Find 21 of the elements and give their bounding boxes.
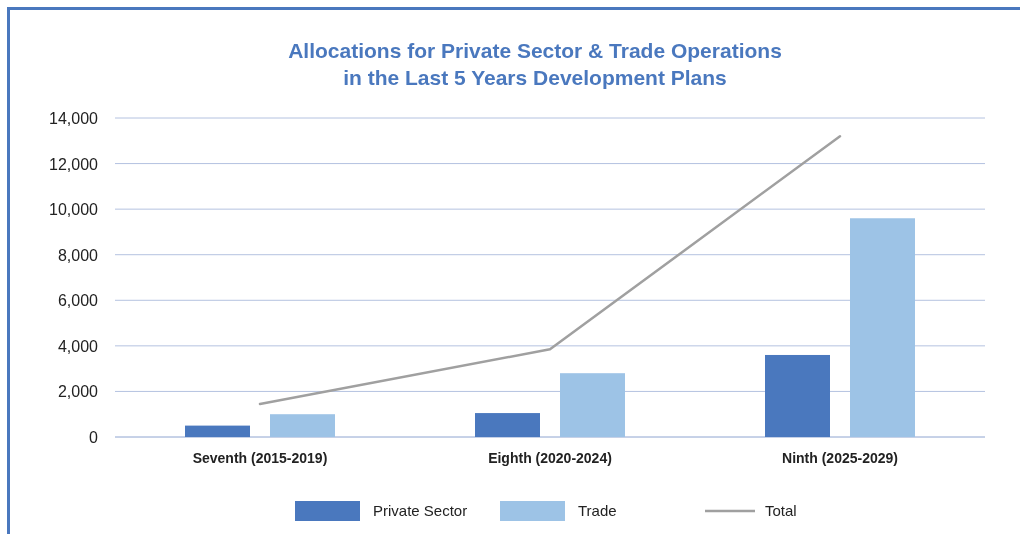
- x-tick-label: Seventh (2015-2019): [192, 450, 328, 466]
- y-tick-label: 2,000: [57, 383, 99, 401]
- bar: [560, 373, 625, 437]
- x-tick-label: Ninth (2025-2029): [782, 450, 898, 466]
- bar: [850, 218, 915, 437]
- legend-label: Total: [765, 502, 797, 519]
- y-tick-label: 10,000: [49, 201, 99, 219]
- y-tick-label: 0: [89, 429, 99, 446]
- chart-title: Allocations for Private Sector & Trade Operations in the Last 5 Years Development Plans: [288, 39, 782, 89]
- y-tick-label: 4,000: [57, 337, 99, 355]
- y-tick-label: 6,000: [57, 292, 99, 310]
- bar: [270, 414, 335, 437]
- y-tick-label: 14,000: [49, 110, 99, 127]
- bar: [765, 354, 830, 437]
- bar: [185, 425, 250, 437]
- legend-label: Private Sector: [373, 502, 468, 519]
- bar: [475, 413, 540, 437]
- y-tick-label: 8,000: [57, 246, 99, 264]
- legend-label: Trade: [578, 502, 617, 519]
- y-tick-label: 12,000: [49, 155, 99, 173]
- x-tick-label: Eighth (2020-2024): [488, 450, 612, 466]
